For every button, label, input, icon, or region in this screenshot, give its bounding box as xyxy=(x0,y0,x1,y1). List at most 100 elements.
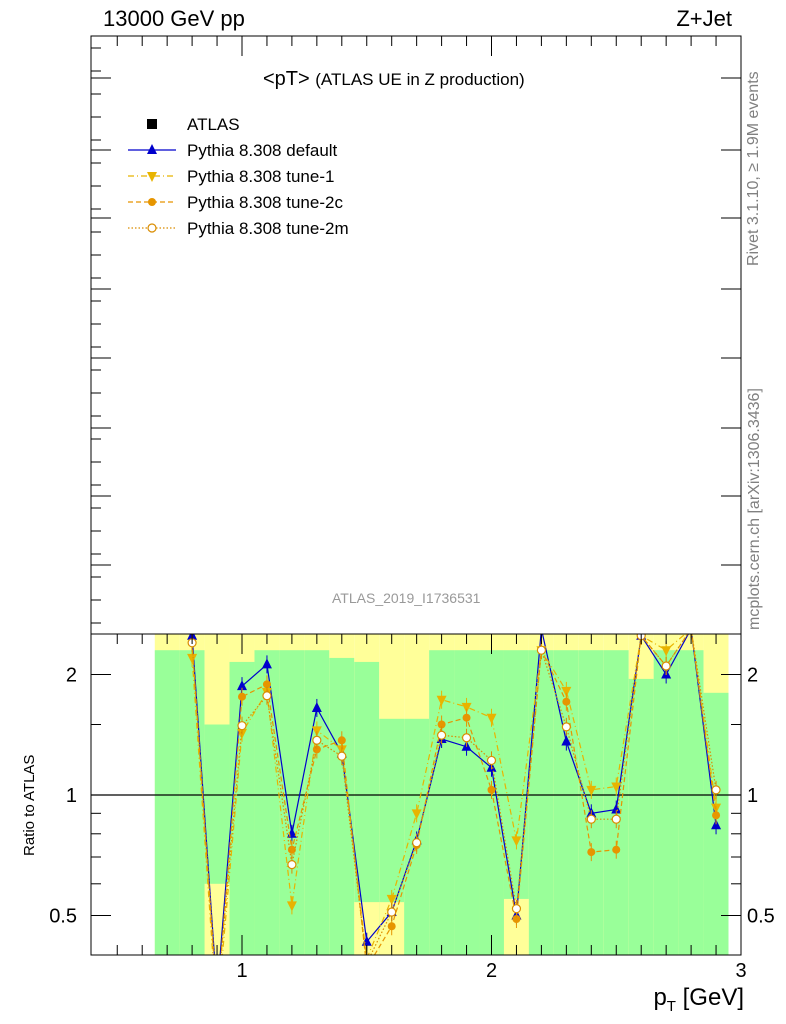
plot-title: <pT> (ATLAS UE in Z production) xyxy=(263,68,525,91)
series-point-open-circle xyxy=(412,838,422,848)
green-band xyxy=(304,650,330,955)
x-axis-label: pT [GeV] xyxy=(653,984,744,1015)
series-point-open-circle xyxy=(337,751,347,761)
series-point-open-circle xyxy=(561,722,571,732)
ratio-y-tick-label: 1 xyxy=(66,785,77,807)
series-point-open-circle xyxy=(611,814,621,824)
series-point-circle xyxy=(287,845,296,854)
series-point-triangle-down xyxy=(611,782,622,793)
series-point-circle xyxy=(337,736,346,745)
series-point-triangle-down xyxy=(436,695,447,706)
series-line-1 xyxy=(191,634,717,955)
series-point-triangle-down xyxy=(561,686,572,697)
series-point-open-circle xyxy=(363,959,371,967)
header-process-label: 13000 GeV pp xyxy=(103,6,245,31)
series-point-circle xyxy=(562,697,571,706)
series-point-triangle xyxy=(611,803,622,814)
green-band xyxy=(229,661,255,955)
series-point-triangle xyxy=(561,735,572,746)
legend-label: Pythia 8.308 tune-1 xyxy=(187,167,334,186)
series-point-triangle-down xyxy=(586,785,597,796)
legend-label: Pythia 8.308 default xyxy=(187,141,338,160)
series-point-triangle-down xyxy=(386,894,397,905)
series-point-triangle-down xyxy=(511,836,522,847)
series-point-triangle xyxy=(536,623,546,633)
series-point-circle xyxy=(238,692,246,701)
x-tick-label: 2 xyxy=(486,960,497,982)
series-point-triangle-down xyxy=(411,809,422,820)
series-point-circle xyxy=(487,785,496,794)
ratio-y-tick-label: 0.5 xyxy=(49,906,77,928)
series-point-triangle-down xyxy=(361,954,372,955)
series-point-open-circle xyxy=(287,860,297,870)
green-band xyxy=(479,650,504,955)
series-point-open-circle xyxy=(486,755,497,766)
series-point-open-circle xyxy=(312,735,322,745)
ratio-y-tick-label-right: 0.5 xyxy=(747,906,775,928)
legend-label: Pythia 8.308 tune-2m xyxy=(187,219,349,238)
series-point-circle xyxy=(687,625,695,633)
series-point-circle xyxy=(213,1000,221,1008)
green-band xyxy=(528,650,554,955)
series-point-circle xyxy=(363,964,371,972)
series-point-triangle-down xyxy=(690,634,692,635)
green-band xyxy=(628,678,654,955)
legend-marker-square xyxy=(147,119,157,129)
green-band xyxy=(653,650,679,955)
series-point-open-circle xyxy=(237,721,247,731)
green-band xyxy=(329,657,355,955)
series-point-triangle xyxy=(686,623,696,633)
legend-label: ATLAS xyxy=(187,115,240,134)
series-point-open-circle xyxy=(461,733,472,743)
plot-title-sub: (ATLAS UE in Z production) xyxy=(315,70,525,89)
series-point-open-circle xyxy=(437,730,447,740)
series-point-open-circle xyxy=(711,785,721,795)
series-point-triangle xyxy=(212,987,222,997)
legend-label: Pythia 8.308 tune-2c xyxy=(187,193,343,212)
green-band xyxy=(154,650,180,955)
series-point-open-circle xyxy=(387,907,397,917)
series-point-circle xyxy=(512,915,521,924)
series-point-triangle-down xyxy=(286,901,297,912)
analysis-id-label: ATLAS_2019_I1736531 xyxy=(332,590,481,606)
series-point-circle xyxy=(437,720,446,729)
series-point-circle xyxy=(387,922,396,931)
ratio-y-tick-label-right: 1 xyxy=(747,785,758,807)
x-tick-label: 3 xyxy=(735,960,746,982)
series-point-triangle-down xyxy=(461,702,472,713)
series-point-triangle-down xyxy=(187,653,198,664)
series-point-circle xyxy=(712,811,721,820)
plot-title-main: <pT> xyxy=(263,68,310,90)
series-point-triangle xyxy=(711,819,722,830)
series-point-open-circle xyxy=(687,625,695,633)
series-point-triangle xyxy=(311,701,322,712)
series-point-triangle-down xyxy=(486,713,497,724)
legend-marker-open-circle xyxy=(147,223,157,233)
series-point-open-circle xyxy=(511,904,522,914)
legend-marker-triangle xyxy=(147,144,157,154)
legend-marker-triangle-down xyxy=(147,172,157,182)
series-line-0 xyxy=(191,634,717,955)
series-point-triangle xyxy=(261,658,272,669)
green-band xyxy=(179,650,205,955)
series-point-circle xyxy=(587,848,596,857)
series-point-circle xyxy=(262,680,271,689)
series-point-open-circle xyxy=(262,691,272,701)
series-point-open-circle xyxy=(536,645,547,655)
green-band xyxy=(454,650,480,955)
series-point-open-circle xyxy=(661,661,671,671)
series-line-3 xyxy=(191,634,717,955)
series-point-triangle-down xyxy=(212,1012,222,1022)
series-point-triangle xyxy=(237,680,247,691)
header-channel-label: Z+Jet xyxy=(676,6,732,31)
x-tick-label: 1 xyxy=(236,960,247,982)
ratio-y-tick-label: 2 xyxy=(66,665,77,687)
series-point-triangle-down xyxy=(661,646,672,657)
series-point-open-circle xyxy=(586,814,596,824)
legend-marker-circle xyxy=(148,198,156,206)
green-band xyxy=(678,650,704,955)
series-point-circle xyxy=(462,713,471,722)
series-group xyxy=(187,623,722,1022)
ratio-y-tick-label-right: 2 xyxy=(747,665,758,687)
